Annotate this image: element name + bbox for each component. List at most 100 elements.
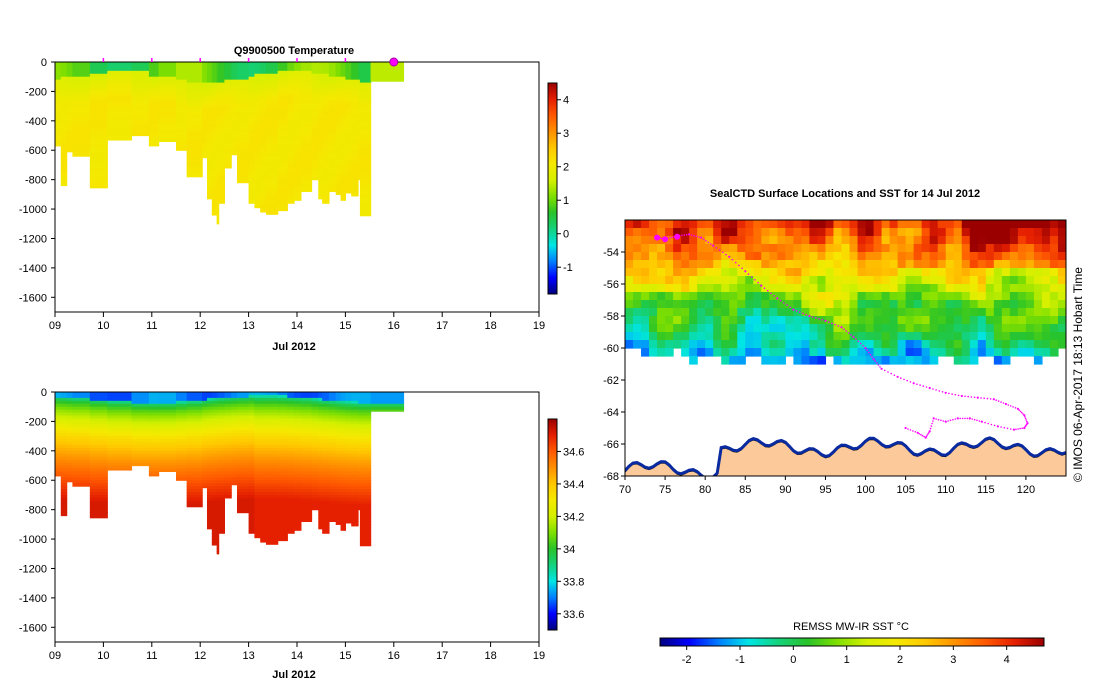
temp-cell [266,100,279,104]
temp-cell [248,73,256,78]
sal-cell [158,394,177,399]
sal-cell [277,524,288,528]
sst-cell [1017,292,1027,301]
temp-cell [176,73,188,78]
sal-cell [236,468,250,473]
sal-cell [300,421,313,425]
sal-cell [311,503,319,508]
sst-cell [857,348,867,357]
sst-cell [913,268,923,277]
sal-cell [224,433,232,437]
temp-cell [318,117,323,122]
sal-cell [345,430,352,434]
sal-cell [328,418,337,423]
track-point [1015,428,1017,431]
temp-cell [254,138,261,143]
sal-cell [357,427,361,431]
sal-cell [266,409,279,414]
temp-cell [260,185,267,190]
temp-cell [311,135,319,140]
sst-cell [961,276,971,285]
sal-cell [218,465,225,470]
temp-cell [224,120,232,125]
temp-cell [148,103,160,107]
sst-cell [881,356,891,365]
sal-cell [266,462,279,467]
temp-cell [340,97,346,101]
sal-cell [266,412,279,417]
sst-cell [1017,324,1027,333]
temp-cell [260,70,267,75]
track-point [896,375,899,378]
sal-cell [322,436,330,440]
sst-cell [833,356,843,365]
sal-cell [186,459,203,464]
temp-cell [216,203,220,207]
temp-cell [66,141,74,145]
sal-cell [335,424,342,428]
sal-cell [340,486,346,490]
sal-cell [300,436,313,440]
sst-cell [689,276,698,285]
temp-cell [176,114,188,119]
sal-cell [345,427,352,431]
track-point [1024,417,1027,420]
last-profile-marker [389,57,399,67]
sst-cell [649,340,658,349]
temp-cell [322,194,330,198]
temp-cell [218,159,225,163]
sst-cell [857,228,867,237]
temp-cell [216,94,220,98]
sst-cell [825,316,835,325]
sst-cell [873,292,883,301]
sal-cell [351,433,359,437]
sal-cell [300,442,313,446]
sst-cell [665,276,674,285]
sst-cell [817,348,827,357]
sal-cell [277,509,288,514]
temp-cell [357,150,361,154]
temp-cell [266,167,279,172]
temp-y-tick-label: -1400 [19,263,47,275]
track-point [731,258,734,261]
temp-cell [340,129,346,134]
temp-cell [294,179,302,184]
temp-cell [311,85,319,90]
temp-cell [202,141,208,145]
sal-x-tick-label: 18 [484,650,496,662]
sal-cell [260,462,267,467]
temp-cell [248,197,256,201]
sal-cell [318,403,323,408]
temp-cell [89,64,108,69]
track-point [907,428,909,430]
sst-cell [713,308,722,317]
sal-cell [89,494,108,499]
temp-cell [224,141,232,145]
track-point [1014,407,1017,409]
temp-cell [60,150,68,154]
sal-cell [60,439,68,443]
sal-cell [300,392,313,396]
track-point [866,349,868,352]
sal-cell [359,394,372,399]
temp-cell [340,88,346,93]
temp-cell [322,123,330,128]
temp-cell [357,162,361,166]
sal-cell [158,427,177,431]
temp-cell [236,79,250,84]
temp-cell [107,97,133,101]
sal-cell [266,444,279,449]
sst-cell [729,252,738,261]
temp-cell [158,91,177,95]
sal-cell [158,403,177,408]
temp-cell [351,185,359,190]
temp-cell [287,141,295,145]
sal-cell [131,447,150,452]
temp-x-tick-label: 12 [194,320,206,332]
sal-cell [158,465,177,470]
temp-cell [72,144,91,148]
temp-cell [287,185,295,190]
sal-cell [318,462,323,467]
sst-cell [737,284,746,293]
sst-cell [921,236,931,245]
